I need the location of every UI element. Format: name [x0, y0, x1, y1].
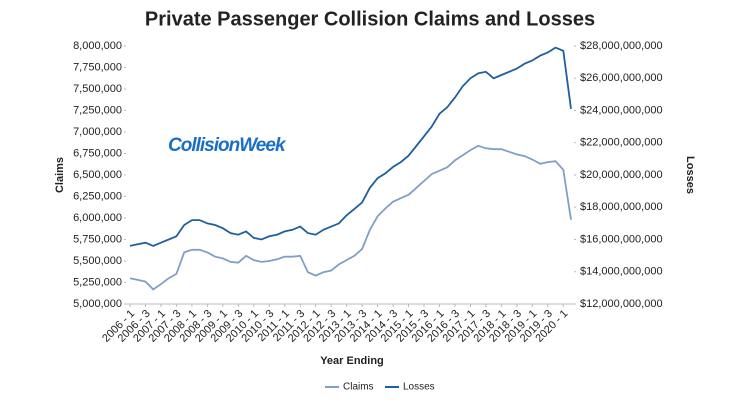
- y-tick-label: 7,250,000: [73, 104, 122, 116]
- series-line: [129, 46, 572, 247]
- y-tick-label: 8,000,000: [73, 40, 122, 52]
- y-tick-label: 5,000,000: [73, 298, 122, 310]
- y2-tick-label: $20,000,000,000: [580, 169, 663, 181]
- y-tick-label: 6,000,000: [73, 212, 122, 224]
- chart-title: Private Passenger Collision Claims and L…: [145, 8, 595, 30]
- series-line: [129, 144, 572, 291]
- y2-tick-label: $14,000,000,000: [580, 266, 663, 278]
- y2-tick-label: $28,000,000,000: [580, 40, 663, 52]
- y-tick-label: 6,250,000: [73, 190, 122, 202]
- y2-axis-title: Losses: [684, 156, 696, 194]
- y2-tick-label: $12,000,000,000: [580, 298, 663, 310]
- y2-tick-label: $24,000,000,000: [580, 104, 663, 116]
- y-tick-label: 5,500,000: [73, 255, 122, 267]
- y2-tick-label: $16,000,000,000: [580, 233, 663, 245]
- y-tick-label: 5,750,000: [73, 233, 122, 245]
- y-tick-label: 5,250,000: [73, 276, 122, 288]
- watermark: CollisionWeek: [168, 135, 287, 156]
- y2-tick-label: $18,000,000,000: [580, 201, 663, 213]
- y-axis-title: Claims: [54, 157, 66, 193]
- y-tick-label: 7,000,000: [73, 126, 122, 138]
- x-axis-title: Year Ending: [320, 355, 384, 367]
- y-tick-label: 6,500,000: [73, 169, 122, 181]
- y2-tick-label: $22,000,000,000: [580, 137, 663, 149]
- y-tick-label: 7,750,000: [73, 61, 122, 73]
- legend-label: Losses: [403, 382, 435, 393]
- legend-label: Claims: [343, 382, 374, 393]
- y-tick-label: 6,750,000: [73, 147, 122, 159]
- y2-tick-label: $26,000,000,000: [580, 72, 663, 84]
- y-tick-label: 7,500,000: [73, 83, 122, 95]
